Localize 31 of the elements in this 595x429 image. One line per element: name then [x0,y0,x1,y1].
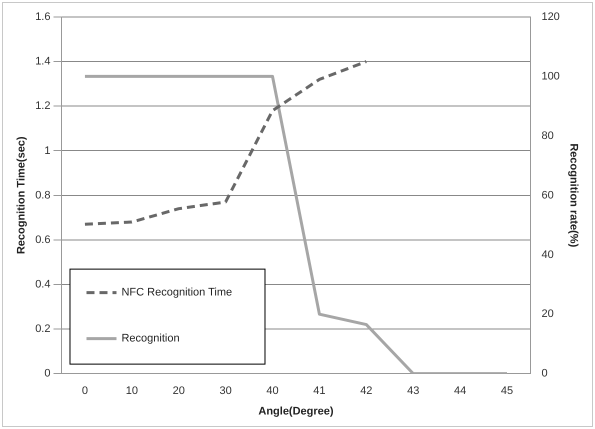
x-tick-label: 42 [360,385,372,398]
y-tick-label: 0.4 [35,278,50,290]
legend-label: Recognition [121,332,180,345]
x-tick-label: 20 [172,385,185,398]
y2-tick-label: 20 [541,308,554,320]
x-tick-label: 44 [454,385,466,398]
y-tick-label: 1.4 [35,56,50,68]
y-tick-label: 1.6 [35,11,50,24]
legend-label: NFC Recognition Time [121,286,232,299]
y-axis-title: Recognition Time(sec) [16,136,28,254]
y-tick-label: 0.6 [35,234,50,246]
y2-tick-label: 0 [541,368,548,380]
y2-tick-label: 120 [541,11,560,24]
x-tick-label: 43 [407,385,420,398]
y2-axis-title: Recognition rate(%) [567,143,580,248]
x-tick-label: 40 [266,385,279,398]
x-tick-label: 10 [126,385,138,398]
y2-tick-label: 100 [541,70,560,82]
y2-tick-label: 80 [541,130,554,142]
y-tick-label: 0.2 [35,323,50,336]
y-tick-label: 1.2 [35,100,50,112]
y2-tick-label: 40 [541,248,554,261]
x-tick-label: 0 [82,385,88,398]
y-tick-label: 0.8 [35,189,50,202]
x-tick-label: 30 [220,385,232,398]
x-tick-label: 41 [313,385,326,398]
y2-tick-label: 60 [541,189,554,202]
x-tick-label: 45 [500,385,514,398]
y-tick-label: 0 [44,368,50,380]
y-tick-label: 1 [44,144,50,157]
x-axis-title: Angle(Degree) [258,405,334,418]
